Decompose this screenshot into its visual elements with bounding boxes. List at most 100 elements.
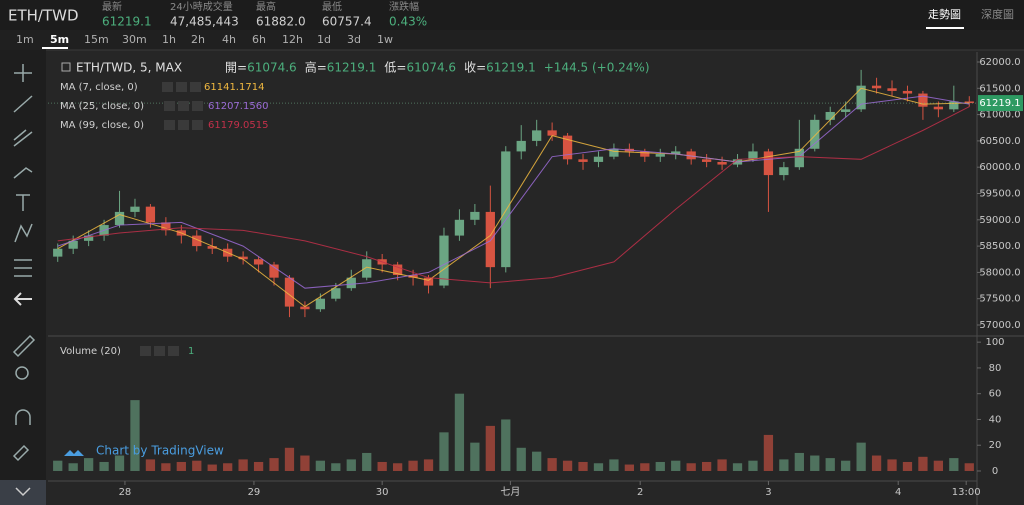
y-tick-label: 59000.0 — [979, 215, 1020, 226]
candle-body — [794, 148, 804, 168]
volume-bar — [68, 463, 78, 471]
candle-body — [856, 85, 866, 110]
stat-value: 60757.4 — [322, 15, 372, 29]
interval-button[interactable]: 3d — [347, 33, 361, 46]
volume-bar — [732, 463, 743, 471]
stat-label: 24小時成交量 — [170, 0, 233, 13]
y-tick-label: 60000.0 — [979, 162, 1020, 173]
volume-title[interactable]: Volume (20) — [60, 346, 121, 357]
interval-button[interactable]: 4h — [222, 33, 236, 46]
interval-button[interactable]: 2h — [191, 33, 205, 46]
interval-button[interactable]: 1d — [317, 33, 331, 46]
candle-body — [887, 88, 897, 91]
interval-button[interactable]: 1h — [162, 33, 176, 46]
volume-bar — [593, 463, 604, 471]
legend-title[interactable]: ETH/TWD, 5, MAX — [76, 61, 182, 75]
y-tick-label: 40 — [989, 414, 1002, 425]
volume-bar — [470, 442, 480, 471]
candle-body — [748, 151, 758, 160]
candle-body — [593, 156, 604, 162]
ma-button[interactable] — [164, 120, 175, 130]
volume-button[interactable] — [140, 346, 151, 356]
header-bar — [0, 0, 1024, 30]
view-tab[interactable]: 深度圖 — [981, 7, 1014, 21]
ma-name[interactable]: MA (25, close, 0) — [60, 101, 144, 112]
candle-body — [253, 259, 264, 265]
interval-underline — [42, 47, 68, 49]
interval-button[interactable]: 6h — [252, 33, 266, 46]
interval-button[interactable]: 1m — [16, 33, 34, 46]
ma-button[interactable] — [178, 120, 189, 130]
ma-name[interactable]: MA (99, close, 0) — [60, 120, 144, 131]
ma-button[interactable] — [192, 120, 203, 130]
candle-body — [949, 101, 959, 110]
magnet-tool[interactable] — [15, 409, 31, 425]
ma-button[interactable] — [164, 101, 175, 111]
ma-button[interactable] — [176, 82, 187, 92]
drawing-tools[interactable] — [12, 64, 36, 462]
x-tick-label: 3 — [765, 487, 771, 498]
stat-value: 61882.0 — [256, 15, 306, 29]
candle-body — [763, 151, 774, 176]
pattern-tool[interactable] — [14, 223, 33, 243]
volume-bar — [609, 459, 619, 471]
volume-bar — [871, 455, 882, 471]
stat-label: 最低 — [322, 0, 342, 13]
volume-bar — [624, 464, 635, 471]
candle-body — [470, 211, 480, 220]
volume-button[interactable] — [154, 346, 165, 356]
interval-button[interactable]: 12h — [282, 33, 303, 46]
interval-button[interactable]: 1w — [377, 33, 393, 46]
candle-body — [871, 85, 882, 89]
ohlc-value: 61074.6 — [247, 61, 297, 75]
stat-value: 47,485,443 — [170, 15, 239, 29]
trendline-tool[interactable] — [13, 95, 33, 113]
ma-button[interactable] — [162, 82, 173, 92]
stat-label: 最新 — [102, 0, 122, 13]
y-tick-label: 62000.0 — [979, 57, 1020, 68]
text-tool[interactable] — [16, 194, 30, 211]
candle-body — [68, 240, 78, 249]
candle-body — [562, 135, 573, 160]
volume-bar — [392, 463, 403, 471]
view-tab[interactable]: 走勢圖 — [928, 7, 961, 21]
crosshair-tool[interactable] — [14, 64, 32, 82]
volume-bar — [902, 461, 913, 471]
lock-tool[interactable] — [12, 444, 30, 462]
interval-button[interactable]: 5m — [50, 33, 69, 46]
prediction-tool[interactable] — [14, 259, 32, 277]
volume-bar — [485, 425, 495, 471]
volume-bar — [408, 460, 418, 471]
volume-button[interactable] — [168, 346, 179, 356]
volume-bar — [253, 461, 264, 471]
ma-button[interactable] — [190, 82, 201, 92]
fib-tool[interactable] — [13, 129, 33, 147]
candle-body — [423, 277, 434, 286]
scroll-icon[interactable] — [15, 487, 31, 497]
candle-body — [145, 206, 156, 223]
brush-tool[interactable] — [13, 167, 33, 179]
volume-bar — [717, 459, 727, 471]
ma-button[interactable] — [178, 101, 189, 111]
volume-bar — [640, 463, 650, 471]
ma-button[interactable] — [192, 101, 203, 111]
y-tick-label: 58500.0 — [979, 241, 1020, 252]
ma-name[interactable]: MA (7, close, 0) — [60, 82, 138, 93]
volume-bar — [532, 451, 542, 471]
y-tick-label: 100 — [985, 337, 1004, 348]
candle-body — [532, 130, 542, 141]
candle-body — [392, 264, 403, 276]
interval-button[interactable]: 15m — [84, 33, 109, 46]
volume-bar — [578, 461, 588, 471]
ma-line — [57, 87, 970, 308]
volume-bar — [933, 460, 944, 471]
interval-button[interactable]: 30m — [122, 33, 147, 46]
zoom-tool[interactable] — [15, 366, 29, 380]
volume-bar — [547, 458, 557, 471]
scroll-button[interactable] — [0, 480, 46, 505]
measure-tool[interactable] — [12, 334, 36, 358]
ohlc-value: 61219.1 — [486, 61, 536, 75]
y-tick-label: 60500.0 — [979, 136, 1020, 147]
back-tool[interactable] — [13, 292, 32, 306]
